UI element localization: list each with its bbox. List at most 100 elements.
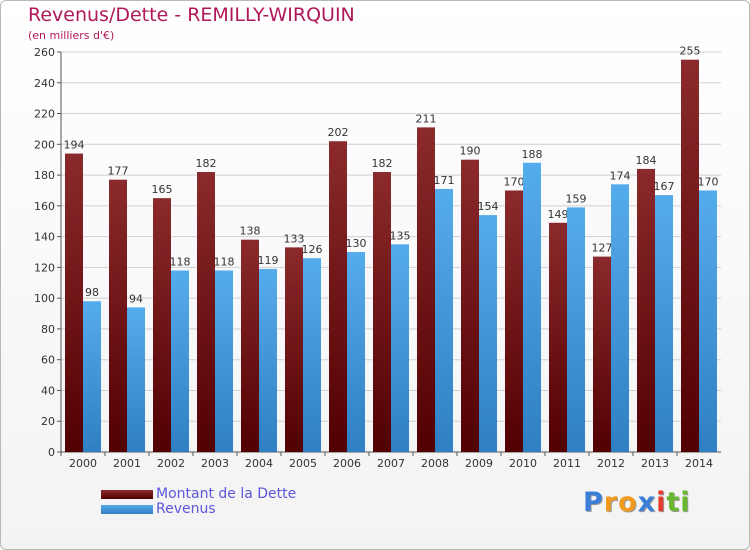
- chart-title: Revenus/Dette - REMILLY-WIRQUIN: [28, 4, 355, 26]
- bar-dette: [65, 153, 83, 453]
- x-tick-label: 2003: [201, 457, 229, 470]
- bar-dette: [197, 172, 215, 452]
- bar-revenus: [83, 301, 101, 452]
- data-label-dette: 190: [460, 145, 481, 158]
- data-label-revenus: 135: [390, 229, 411, 242]
- y-tick-label: 160: [34, 200, 55, 213]
- bar-revenus: [391, 244, 409, 452]
- logo-letter: i: [680, 487, 691, 518]
- data-label-revenus: 167: [654, 180, 675, 193]
- legend-swatch-dette: [101, 490, 153, 499]
- data-label-dette: 184: [636, 154, 657, 167]
- y-tick-label: 180: [34, 169, 55, 182]
- y-tick-label: 40: [41, 384, 55, 397]
- logo-letter: t: [666, 487, 681, 518]
- x-tick-label: 2002: [157, 457, 185, 470]
- bar-dette: [417, 127, 435, 452]
- legend-label-revenus: Revenus: [156, 501, 216, 517]
- proxiti-logo: Proxiti: [583, 487, 691, 518]
- bar-dette: [109, 179, 127, 452]
- legend: Montant de la Dette Revenus: [101, 487, 296, 517]
- data-label-dette: 182: [372, 157, 393, 170]
- data-label-dette: 255: [680, 45, 701, 58]
- bar-revenus: [479, 215, 497, 452]
- x-tick-label: 2004: [245, 457, 273, 470]
- data-label-revenus: 171: [434, 174, 455, 187]
- x-tick-label: 2006: [333, 457, 361, 470]
- bar-dette: [373, 172, 391, 452]
- bar-dette: [637, 168, 655, 452]
- x-tick-label: 2011: [553, 457, 581, 470]
- data-label-revenus: 170: [698, 175, 719, 188]
- x-tick-label: 2014: [685, 457, 713, 470]
- data-label-dette: 170: [504, 175, 525, 188]
- y-tick-label: 20: [41, 415, 55, 428]
- data-label-revenus: 126: [302, 243, 323, 256]
- x-tick-label: 2000: [69, 457, 97, 470]
- bar-revenus: [215, 270, 233, 452]
- data-label-dette: 211: [416, 112, 437, 125]
- bar-revenus: [523, 162, 541, 452]
- data-label-dette: 127: [592, 242, 613, 255]
- x-tick-label: 2007: [377, 457, 405, 470]
- bar-dette: [285, 247, 303, 452]
- data-label-revenus: 118: [170, 255, 191, 268]
- data-label-revenus: 118: [214, 255, 235, 268]
- bar-dette: [505, 190, 523, 452]
- data-label-dette: 182: [196, 157, 217, 170]
- bar-revenus: [611, 184, 629, 453]
- x-tick-label: 2009: [465, 457, 493, 470]
- bar-revenus: [127, 307, 145, 452]
- x-tick-label: 2013: [641, 457, 669, 470]
- data-label-dette: 202: [328, 126, 349, 139]
- legend-label-dette: Montant de la Dette: [156, 486, 297, 502]
- data-label-dette: 177: [108, 165, 129, 178]
- bar-revenus: [699, 190, 717, 452]
- logo-letter: o: [618, 487, 638, 518]
- data-label-revenus: 154: [478, 200, 499, 213]
- x-tick-label: 2010: [509, 457, 537, 470]
- logo-letter: r: [603, 487, 619, 518]
- bar-dette: [681, 59, 699, 452]
- bar-dette: [593, 256, 611, 452]
- y-tick-label: 200: [34, 138, 55, 151]
- bar-dette: [549, 222, 567, 452]
- bar-revenus: [567, 207, 585, 452]
- y-tick-label: 60: [41, 354, 55, 367]
- y-tick-label: 100: [34, 292, 55, 305]
- x-tick-label: 2005: [289, 457, 317, 470]
- data-label-revenus: 119: [258, 254, 279, 267]
- data-label-revenus: 174: [610, 169, 631, 182]
- x-tick-label: 2012: [597, 457, 625, 470]
- y-tick-label: 220: [34, 108, 55, 121]
- bar-revenus: [259, 268, 277, 452]
- data-label-dette: 138: [240, 225, 261, 238]
- bar-dette: [241, 239, 259, 452]
- bar-dette: [461, 159, 479, 452]
- data-label-revenus: 94: [129, 292, 143, 305]
- data-label-revenus: 130: [346, 237, 367, 250]
- legend-item-revenus: Revenus: [101, 502, 296, 517]
- data-label-dette: 133: [284, 232, 305, 245]
- y-tick-label: 240: [34, 77, 55, 90]
- data-label-dette: 149: [548, 208, 569, 221]
- x-tick-label: 2001: [113, 457, 141, 470]
- legend-swatch-revenus: [101, 505, 153, 514]
- logo-letter: i: [656, 487, 667, 518]
- x-tick-label: 2008: [421, 457, 449, 470]
- bar-revenus: [171, 270, 189, 452]
- bar-dette: [153, 198, 171, 452]
- bar-revenus: [347, 252, 365, 452]
- bar-revenus: [655, 195, 673, 453]
- bar-revenus: [435, 188, 453, 452]
- data-label-revenus: 98: [85, 286, 99, 299]
- data-label-dette: 165: [152, 183, 173, 196]
- data-label-revenus: 188: [522, 148, 543, 161]
- y-tick-label: 140: [34, 231, 55, 244]
- y-tick-label: 80: [41, 323, 55, 336]
- data-label-dette: 194: [64, 139, 85, 152]
- logo-letter: P: [583, 487, 604, 518]
- bar-revenus: [303, 258, 321, 452]
